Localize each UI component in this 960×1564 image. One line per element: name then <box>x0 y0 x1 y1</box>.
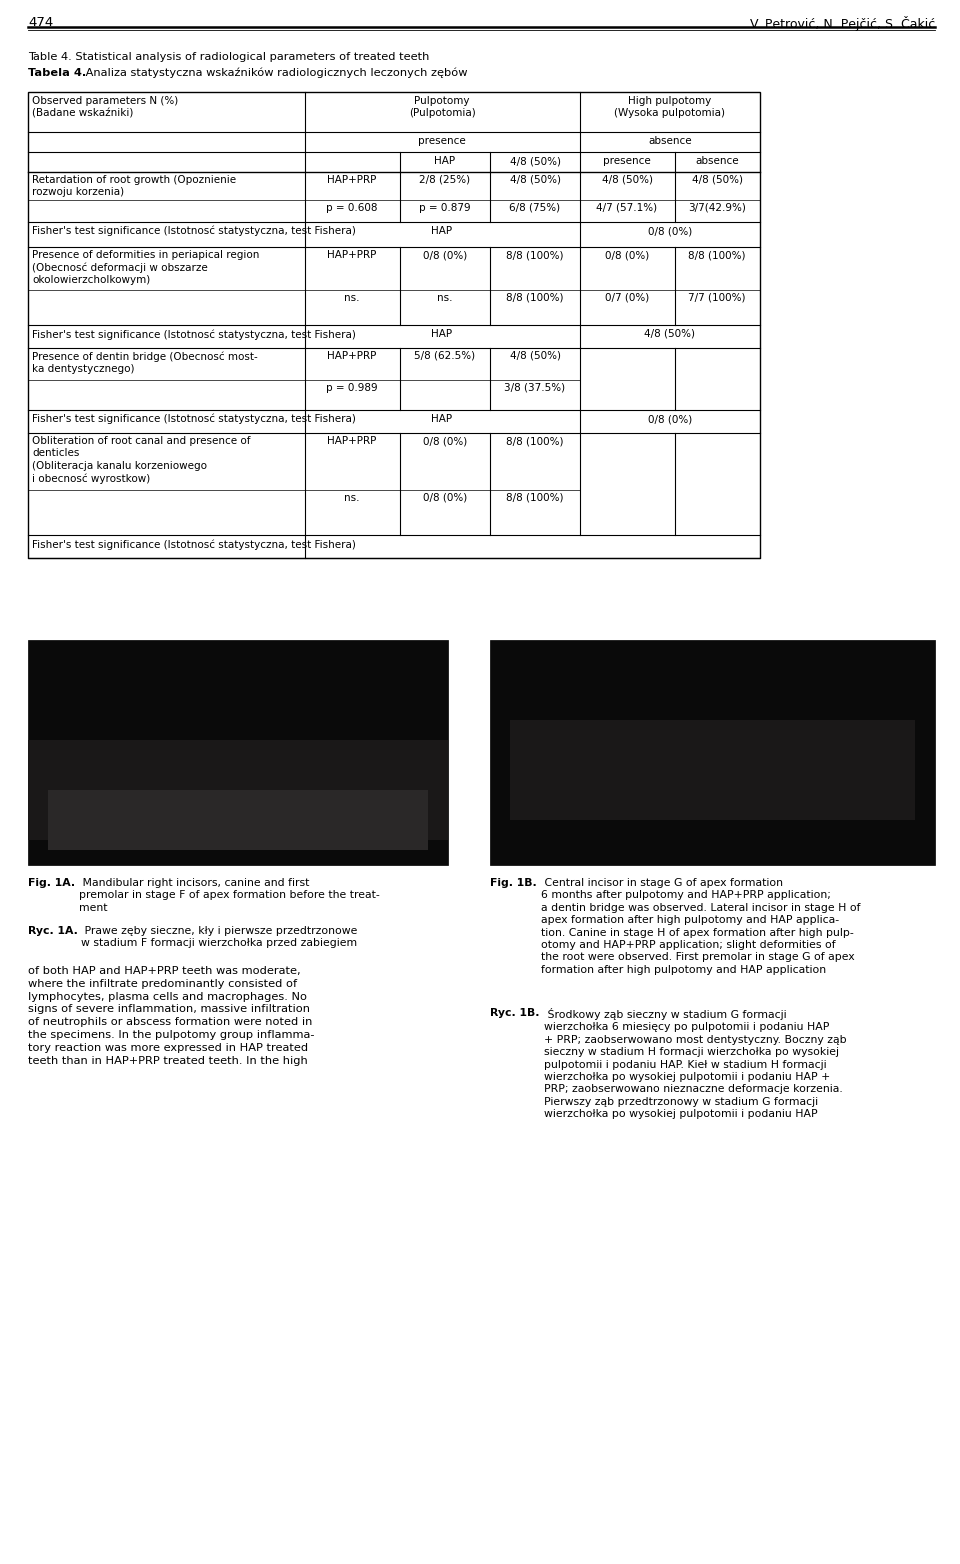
Text: Ryc. 1A.: Ryc. 1A. <box>28 926 78 935</box>
Text: ns.: ns. <box>437 292 453 303</box>
Text: 4/8 (50%): 4/8 (50%) <box>644 328 695 339</box>
Text: HAP: HAP <box>431 414 452 424</box>
Bar <box>510 719 915 820</box>
Bar <box>28 92 760 558</box>
Text: 8/8 (100%): 8/8 (100%) <box>506 292 564 303</box>
Text: 8/8 (100%): 8/8 (100%) <box>506 436 564 446</box>
Text: Ryc. 1B.: Ryc. 1B. <box>490 1009 540 1018</box>
Text: Presence of dentin bridge (Obecnosć most-
ka dentystycznego): Presence of dentin bridge (Obecnosć most… <box>32 350 257 374</box>
Text: Fisher's test significance (Istotnosć statystyczna, test Fishera): Fisher's test significance (Istotnosć st… <box>32 227 356 236</box>
Text: ns.: ns. <box>345 493 360 504</box>
Text: 0/7 (0%): 0/7 (0%) <box>605 292 649 303</box>
Text: Pulpotomy
(Pulpotomia): Pulpotomy (Pulpotomia) <box>409 95 475 119</box>
Text: 2/8 (25%): 2/8 (25%) <box>420 175 470 185</box>
Text: 8/8 (100%): 8/8 (100%) <box>506 493 564 504</box>
Text: Prawe zęby sieczne, kły i pierwsze przedtrzonowe
w stadium F formacji wierzchołk: Prawe zęby sieczne, kły i pierwsze przed… <box>81 926 357 948</box>
Text: 0/8 (0%): 0/8 (0%) <box>422 250 468 260</box>
Text: 4/8 (50%): 4/8 (50%) <box>691 175 742 185</box>
Text: 4/8 (50%): 4/8 (50%) <box>510 175 561 185</box>
Text: High pulpotomy
(Wysoka pulpotomia): High pulpotomy (Wysoka pulpotomia) <box>614 95 726 119</box>
Text: 4/8 (50%): 4/8 (50%) <box>602 175 653 185</box>
Bar <box>490 640 935 865</box>
Text: V. Pеtrović, N. Pеjčić, S. Čakić: V. Pеtrović, N. Pеjčić, S. Čakić <box>750 16 935 31</box>
Text: Retardation of root growth (Opoznienie
rozwoju korzenia): Retardation of root growth (Opoznienie r… <box>32 175 236 197</box>
Text: Analiza statystyczna wskaźników radiologicznych leczonych zębów: Analiza statystyczna wskaźników radiolog… <box>82 67 468 78</box>
Text: 4/8 (50%): 4/8 (50%) <box>510 156 561 166</box>
Text: 474: 474 <box>28 16 53 30</box>
Text: absence: absence <box>695 156 739 166</box>
Text: HAP+PRP: HAP+PRP <box>327 436 376 446</box>
Text: p = 0.989: p = 0.989 <box>326 383 378 393</box>
Text: HAP: HAP <box>431 227 452 236</box>
Text: 4/7 (57.1%): 4/7 (57.1%) <box>596 203 658 213</box>
Text: Presence of deformities in periapical region
(Obecnosć deformacji w obszarze
oko: Presence of deformities in periapical re… <box>32 250 259 286</box>
Text: 8/8 (100%): 8/8 (100%) <box>688 250 746 260</box>
Text: Fig. 1B.: Fig. 1B. <box>490 877 537 888</box>
Text: Środkowy ząb sieczny w stadium G formacji
wierzchołka 6 miesięcy po pulpotomii i: Środkowy ząb sieczny w stadium G formacj… <box>544 1009 847 1120</box>
Text: 0/8 (0%): 0/8 (0%) <box>648 414 692 424</box>
Text: HAP+PRP: HAP+PRP <box>327 175 376 185</box>
Text: HAP: HAP <box>435 156 456 166</box>
Text: 3/7(42.9%): 3/7(42.9%) <box>688 203 746 213</box>
Text: 4/8 (50%): 4/8 (50%) <box>510 350 561 361</box>
Text: Fig. 1A.: Fig. 1A. <box>28 877 75 888</box>
Bar <box>48 790 428 849</box>
Text: 0/8 (0%): 0/8 (0%) <box>648 227 692 236</box>
Text: Observed parameters N (%)
(Badane wskaźniki): Observed parameters N (%) (Badane wskaźn… <box>32 95 179 119</box>
Text: Fisher's test significance (Istotnosć statystyczna, test Fishera): Fisher's test significance (Istotnosć st… <box>32 540 356 549</box>
Text: 3/8 (37.5%): 3/8 (37.5%) <box>504 383 565 393</box>
Text: HAP+PRP: HAP+PRP <box>327 350 376 361</box>
Text: of both HAP and HAP+PRP teeth was moderate,
where the infiltrate predominantly c: of both HAP and HAP+PRP teeth was modera… <box>28 967 315 1065</box>
Text: presence: presence <box>603 156 651 166</box>
Text: Mandibular right incisors, canine and first
premolar in stage F of apex formatio: Mandibular right incisors, canine and fi… <box>79 877 380 913</box>
Text: 5/8 (62.5%): 5/8 (62.5%) <box>415 350 475 361</box>
Text: 0/8 (0%): 0/8 (0%) <box>422 436 468 446</box>
Bar <box>28 740 448 840</box>
Text: absence: absence <box>648 136 692 145</box>
Text: Fisher's test significance (Istotnosć statystyczna, test Fishera): Fisher's test significance (Istotnosć st… <box>32 414 356 424</box>
Text: presence: presence <box>419 136 466 145</box>
Text: 7/7 (100%): 7/7 (100%) <box>688 292 746 303</box>
Text: Central incisor in stage G of apex formation
6 months after pulpotomy and HAP+PR: Central incisor in stage G of apex forma… <box>541 877 860 974</box>
Text: Table 4. Statistical analysis of radiological parameters of treated teeth: Table 4. Statistical analysis of radiolo… <box>28 52 429 63</box>
Text: 0/8 (0%): 0/8 (0%) <box>605 250 649 260</box>
Text: Fisher's test significance (Istotnosć statystyczna, test Fishera): Fisher's test significance (Istotnosć st… <box>32 328 356 339</box>
Text: 6/8 (75%): 6/8 (75%) <box>510 203 561 213</box>
Text: HAP+PRP: HAP+PRP <box>327 250 376 260</box>
Text: p = 0.879: p = 0.879 <box>420 203 470 213</box>
Text: Tabela 4.: Tabela 4. <box>28 67 86 78</box>
Text: Obliteration of root canal and presence of
denticles
(Obliteracja kanalu korzeni: Obliteration of root canal and presence … <box>32 436 251 483</box>
Text: 0/8 (0%): 0/8 (0%) <box>422 493 468 504</box>
Text: p = 0.608: p = 0.608 <box>326 203 377 213</box>
Text: ns.: ns. <box>345 292 360 303</box>
Text: HAP: HAP <box>431 328 452 339</box>
Text: 8/8 (100%): 8/8 (100%) <box>506 250 564 260</box>
Bar <box>28 640 448 865</box>
